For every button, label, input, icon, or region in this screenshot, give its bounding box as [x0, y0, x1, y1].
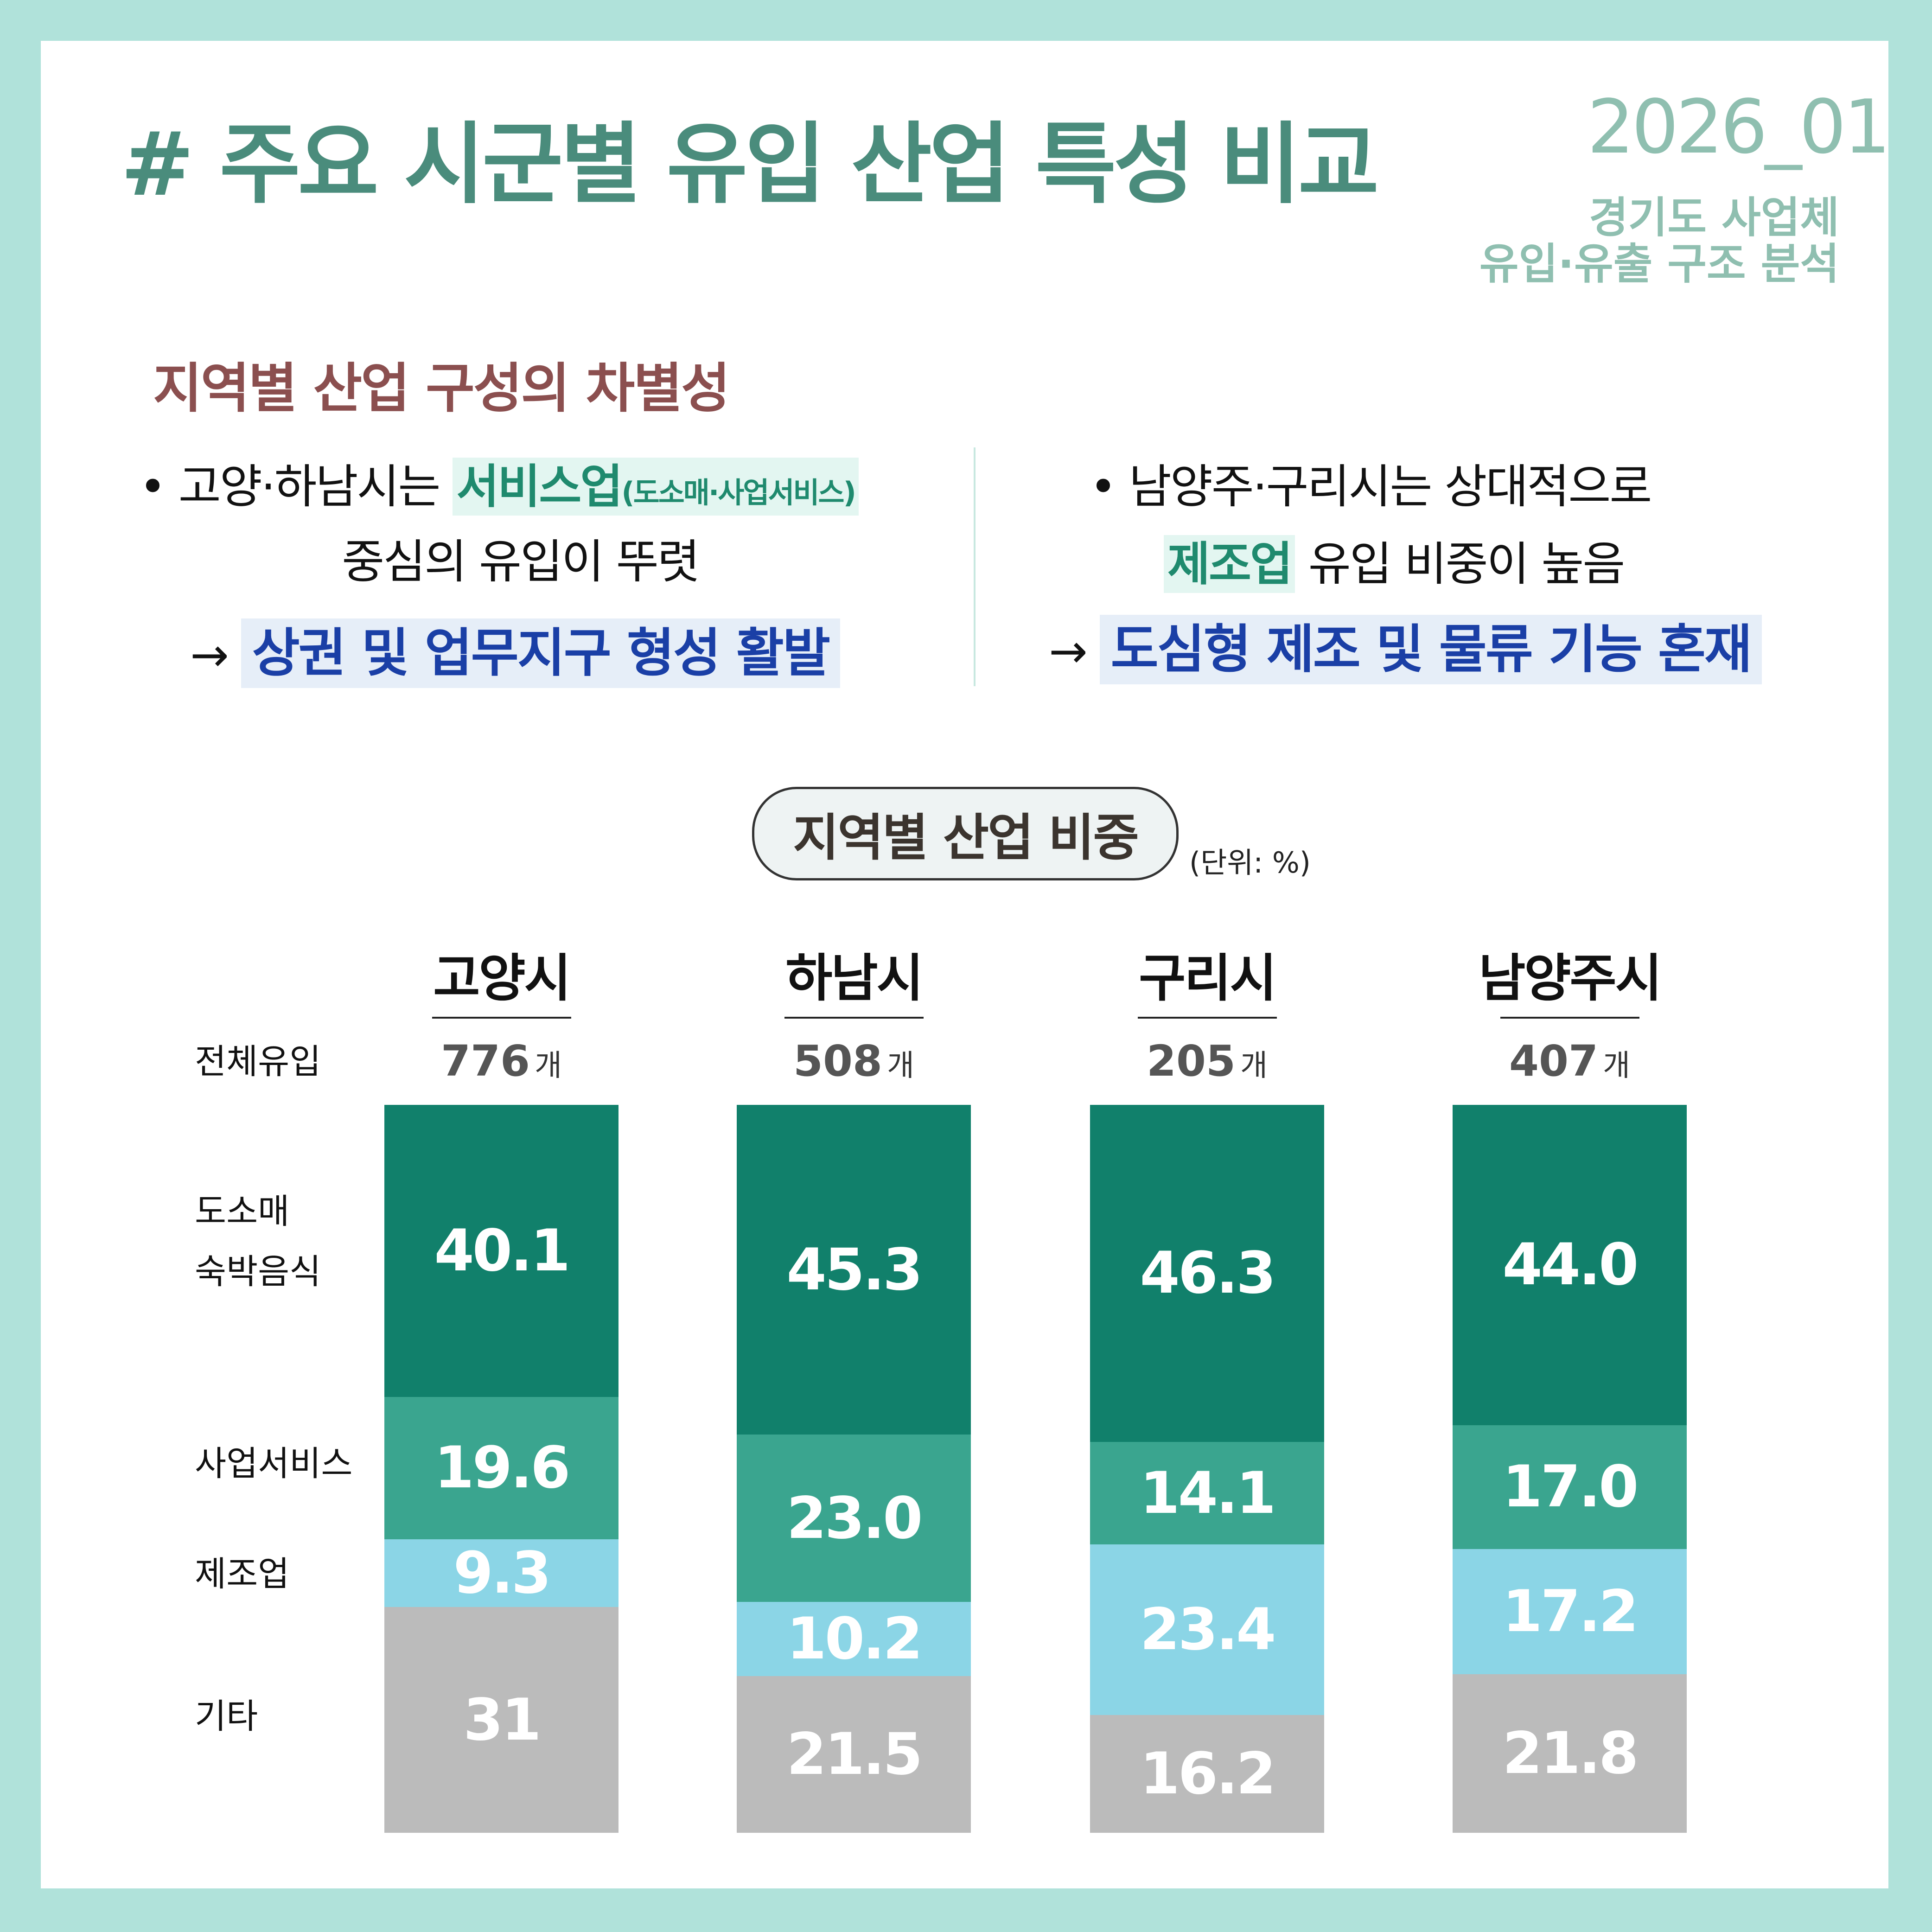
left-line-3: → 상권 및 업무지구 형성 활발 [190, 611, 841, 688]
row-label-retail-1: 도소매 [195, 1192, 290, 1231]
right-line-2-text: 유입 비중이 높음 [1295, 537, 1626, 591]
data-label: 17.2 [1502, 1578, 1639, 1645]
count-unit: 개 [1240, 1049, 1268, 1083]
category-underline [1500, 1017, 1639, 1019]
bar-segment-retail: 44.0 [1453, 1105, 1687, 1425]
category-label: 구리시 [1139, 949, 1277, 1008]
data-label: 14.1 [1140, 1460, 1276, 1527]
data-label: 40.1 [434, 1217, 571, 1284]
data-label: 17.0 [1502, 1454, 1639, 1521]
bar-segment-retail: 40.1 [384, 1105, 618, 1397]
right-line-2: 제조업 유입 비중이 높음 [1164, 526, 1626, 593]
page-title: # 주요 시군별 유입 산업 특성 비교 [121, 113, 1379, 216]
category-underline [1137, 1017, 1277, 1019]
column-divider [974, 447, 976, 686]
bar-segment-retail: 46.3 [1090, 1105, 1324, 1442]
right-line-1: • 남양주·구리시는 상대적으로 [1090, 459, 1652, 514]
total-count: 776 개 [441, 1036, 562, 1086]
data-label: 44.0 [1502, 1231, 1639, 1299]
arrow-icon: → [190, 628, 229, 682]
subtitle-line-1: 경기도 사업체 [1589, 193, 1839, 242]
data-label: 23.0 [786, 1485, 923, 1552]
data-label: 19.6 [434, 1435, 571, 1502]
data-label: 23.4 [1140, 1596, 1276, 1663]
arrow-icon: → [1049, 624, 1088, 678]
bar-segment-other: 31 [384, 1607, 618, 1833]
row-label-business: 사업서비스 [195, 1444, 353, 1484]
bar-segment-other: 21.5 [737, 1676, 971, 1833]
unit-label: (단위: %) [1189, 846, 1311, 880]
category-label: 고양시 [433, 949, 571, 1008]
bar-segment-manufacturing: 9.3 [384, 1539, 618, 1607]
bar-segment-business: 19.6 [384, 1396, 618, 1540]
count-unit: 개 [535, 1049, 562, 1083]
left-line-2: 중심의 유입이 뚜렷 [342, 535, 700, 589]
subtitle-line-2: 유입·유출 구조 분석 [1479, 239, 1839, 289]
row-label-retail-2: 숙박음식 [195, 1252, 321, 1292]
category-label: 하남시 [785, 949, 924, 1008]
data-label: 21.8 [1502, 1720, 1639, 1787]
chart-title: 지역별 산업 비중 [752, 787, 1179, 880]
bar-segment-business: 17.0 [1453, 1425, 1687, 1549]
data-label: 45.3 [786, 1236, 923, 1303]
bar-segment-other: 16.2 [1090, 1715, 1324, 1833]
bar-segment-other: 21.8 [1453, 1674, 1687, 1833]
date-label: 2026_01 [1587, 83, 1891, 170]
total-count: 407 개 [1509, 1036, 1630, 1086]
total-count: 508 개 [793, 1036, 914, 1086]
data-label: 9.3 [453, 1540, 552, 1607]
right-line-3: → 도심형 제조 및 물류 기능 혼재 [1049, 607, 1762, 684]
row-label-total: 전체유입 [195, 1042, 321, 1082]
service-text: 서비스업 [456, 459, 623, 514]
bar-segment-business: 23.0 [737, 1435, 971, 1602]
bar-segment-retail: 45.3 [737, 1105, 971, 1435]
bar-segment-manufacturing: 17.2 [1453, 1549, 1687, 1674]
data-label: 46.3 [1140, 1240, 1276, 1307]
left-conclusion: 상권 및 업무지구 형성 활발 [241, 618, 841, 688]
right-conclusion: 도심형 제조 및 물류 기능 혼재 [1099, 615, 1762, 684]
data-label: 10.2 [786, 1606, 923, 1673]
data-label: 16.2 [1140, 1740, 1276, 1807]
left-line-1: • 고양·하남시는 서비스업(도소매·사업서비스) [139, 449, 859, 516]
total-count-value: 776 [441, 1036, 530, 1086]
row-label-manufacturing: 제조업 [195, 1554, 290, 1594]
bar-segment-manufacturing: 23.4 [1090, 1544, 1324, 1715]
service-highlight: 서비스업(도소매·사업서비스) [453, 458, 859, 516]
total-count: 205 개 [1147, 1036, 1268, 1086]
data-label: 21.5 [786, 1721, 923, 1788]
count-unit: 개 [1603, 1049, 1630, 1083]
bar-segment-business: 14.1 [1090, 1441, 1324, 1545]
bar-segment-manufacturing: 10.2 [737, 1602, 971, 1677]
data-label: 31 [463, 1686, 542, 1753]
left-line-1-text: • 고양·하남시는 [139, 459, 453, 514]
row-label-other: 기타 [195, 1696, 258, 1736]
total-count-value: 508 [793, 1036, 883, 1086]
category-label: 남양주시 [1479, 949, 1662, 1008]
total-count-value: 205 [1147, 1036, 1236, 1086]
manufacturing-highlight: 제조업 [1164, 535, 1295, 593]
service-note: (도소매·사업서비스) [621, 476, 856, 510]
category-underline [784, 1017, 924, 1019]
section-heading: 지역별 산업 구성의 차별성 [153, 357, 730, 420]
total-count-value: 407 [1509, 1036, 1599, 1086]
category-underline [432, 1017, 571, 1019]
count-unit: 개 [887, 1049, 914, 1083]
